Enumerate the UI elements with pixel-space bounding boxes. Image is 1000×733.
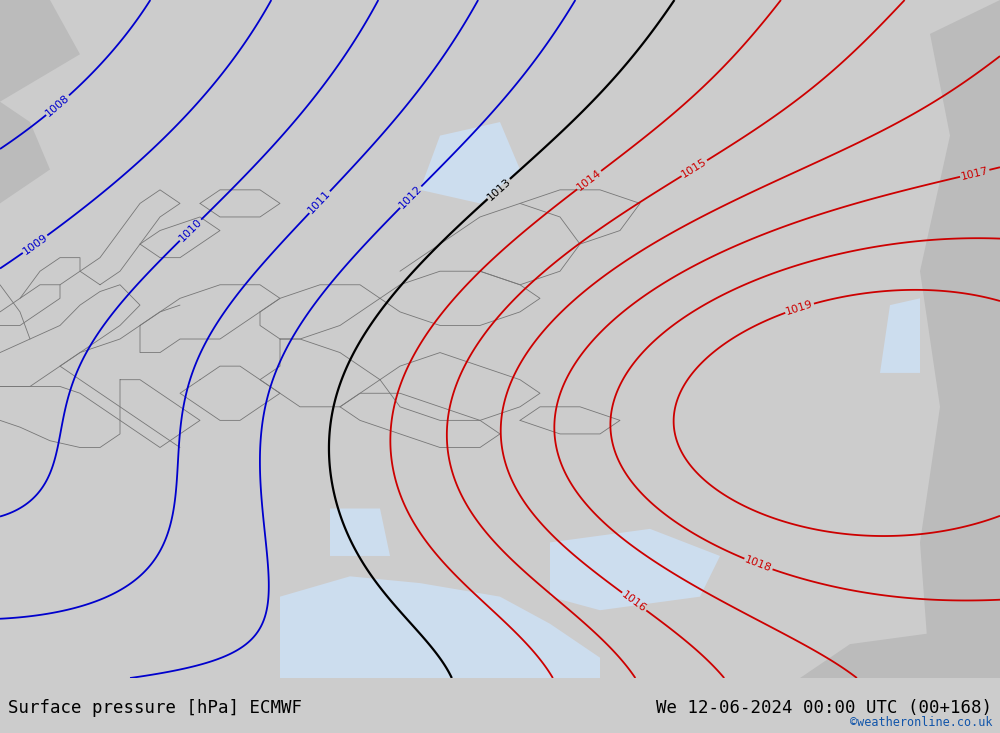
Text: 1009: 1009 [21,232,49,257]
Polygon shape [550,529,720,610]
Text: 1019: 1019 [785,299,814,317]
Text: Surface pressure [hPa] ECMWF: Surface pressure [hPa] ECMWF [8,699,302,717]
Polygon shape [920,0,1000,678]
Text: 1011: 1011 [306,188,333,216]
Polygon shape [330,509,390,556]
Text: 1017: 1017 [960,165,990,182]
Text: 1018: 1018 [743,554,773,574]
Polygon shape [280,576,600,678]
Text: 1010: 1010 [177,217,204,243]
Polygon shape [800,624,1000,678]
Text: 1008: 1008 [44,92,72,118]
Text: ©weatheronline.co.uk: ©weatheronline.co.uk [850,715,992,729]
Polygon shape [880,298,920,373]
Polygon shape [0,102,50,204]
Polygon shape [0,0,80,102]
Text: 1016: 1016 [620,589,648,614]
Polygon shape [420,122,520,204]
Text: 1015: 1015 [680,157,709,180]
Text: 1012: 1012 [397,183,424,210]
Text: 1014: 1014 [575,168,603,193]
Text: We 12-06-2024 00:00 UTC (00+168): We 12-06-2024 00:00 UTC (00+168) [656,699,992,717]
Text: 1013: 1013 [485,176,512,202]
